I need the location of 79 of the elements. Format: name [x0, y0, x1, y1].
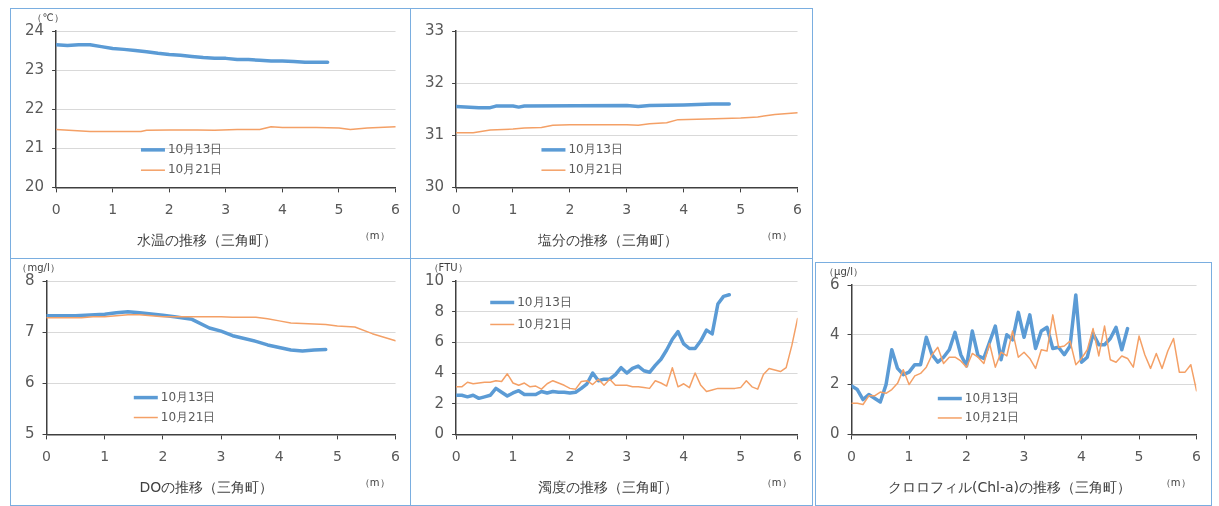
x-tick-label: 1 — [108, 201, 118, 218]
x-tick-label: 0 — [451, 201, 461, 218]
y-axis-title: （℃） — [32, 11, 64, 23]
legend-label: 10月21日 — [568, 162, 623, 177]
y-tick-label: 24 — [24, 20, 45, 39]
x-tick-label: 0 — [51, 201, 61, 218]
x-tick-label: 5 — [736, 201, 746, 218]
legend-label: 10月13日 — [160, 389, 216, 404]
legend-label: 10月13日 — [568, 141, 623, 156]
y-tick-label: 7 — [25, 322, 35, 341]
x-tick-label: 3 — [216, 448, 226, 465]
text: 水温の推移（三角町） — [136, 232, 277, 249]
y-tick-label: 4 — [434, 362, 445, 381]
x-tick-label: 0 — [847, 448, 856, 465]
y-tick-label: 33 — [424, 20, 445, 39]
legend-label: 10月13日 — [167, 141, 223, 156]
x-tick-label: 5 — [332, 448, 342, 465]
x-axis-title: （m） — [1160, 476, 1191, 488]
y-tick-label: 2 — [434, 393, 445, 412]
y-axis-title: （FTU） — [428, 261, 468, 273]
x-tick-label: 2 — [164, 201, 174, 218]
x-tick-label: 6 — [793, 448, 803, 465]
x-tick-label: 5 — [736, 448, 746, 465]
x-tick-label: 3 — [221, 201, 231, 218]
y-tick-label: 32 — [424, 73, 445, 92]
text: 塩分の推移（三角町） — [536, 232, 678, 249]
x-tick-label: 2 — [565, 201, 575, 218]
y-tick-label: 8 — [25, 270, 35, 289]
x-tick-label: 4 — [277, 201, 287, 218]
legend-label: 10月21日 — [160, 409, 216, 424]
legend-label: 10月13日 — [964, 390, 1020, 405]
x-tick-label: 2 — [565, 448, 575, 465]
y-tick-label: 22 — [24, 99, 45, 118]
x-axis-title: （m） — [761, 476, 792, 488]
legend-label: 10月21日 — [517, 316, 572, 331]
y-tick-label: 20 — [24, 177, 45, 196]
y-tick-label: 0 — [434, 424, 445, 443]
y-tick-label: 21 — [24, 138, 45, 157]
y-tick-label: 6 — [434, 332, 445, 351]
y-tick-label: 0 — [830, 424, 840, 443]
x-tick-label: 4 — [1077, 448, 1087, 465]
y-tick-label: 5 — [25, 424, 35, 443]
y-tick-label: 6 — [25, 373, 35, 392]
x-tick-label: 2 — [158, 448, 168, 465]
x-axis-title: （m） — [761, 229, 792, 241]
text: DOの推移（三角町） — [139, 479, 274, 496]
y-axis-title: （mg/l） — [17, 261, 60, 273]
x-tick-label: 0 — [451, 448, 461, 465]
x-tick-label: 1 — [904, 448, 914, 465]
x-tick-label: 6 — [391, 201, 401, 218]
x-tick-label: 4 — [679, 201, 689, 218]
x-axis-title: （m） — [359, 476, 390, 488]
x-tick-label: 4 — [679, 448, 689, 465]
y-tick-label: 31 — [424, 125, 445, 144]
legend-label: 10月21日 — [964, 410, 1020, 425]
x-tick-label: 2 — [962, 448, 972, 465]
y-tick-label: 2 — [830, 374, 840, 393]
text: クロロフィル(Chl-a)の推移（三角町） — [887, 479, 1132, 496]
x-tick-label: 1 — [508, 201, 518, 218]
x-tick-label: 3 — [622, 201, 632, 218]
x-tick-label: 6 — [793, 201, 803, 218]
text: 濁度の推移（三角町） — [537, 479, 678, 496]
x-tick-label: 6 — [391, 448, 401, 465]
legend-label: 10月13日 — [517, 294, 572, 309]
x-tick-label: 3 — [622, 448, 632, 465]
x-tick-label: 3 — [1019, 448, 1029, 465]
legend-label: 10月21日 — [167, 162, 223, 177]
x-tick-label: 1 — [100, 448, 110, 465]
x-tick-label: 5 — [1134, 448, 1144, 465]
y-tick-label: 30 — [424, 177, 445, 196]
x-tick-label: 5 — [334, 201, 344, 218]
y-tick-label: 8 — [434, 301, 445, 320]
x-tick-label: 6 — [1192, 448, 1202, 465]
y-tick-label: 4 — [830, 324, 840, 343]
x-axis-title: （m） — [359, 229, 390, 241]
y-axis-title: （μg/l） — [824, 265, 863, 277]
y-tick-label: 23 — [24, 59, 45, 78]
x-tick-label: 4 — [274, 448, 284, 465]
x-tick-label: 1 — [508, 448, 518, 465]
